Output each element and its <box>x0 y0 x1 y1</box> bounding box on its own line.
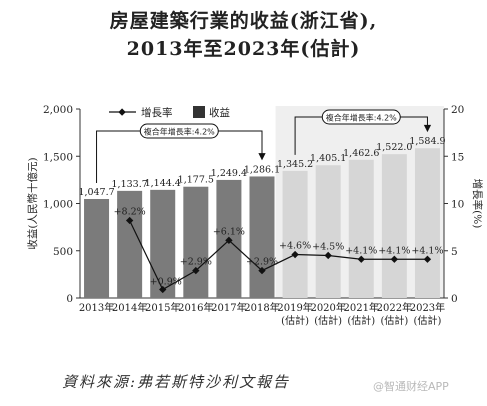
y-tick-label-right: 0 <box>451 293 458 305</box>
y-tick-label-right: 20 <box>451 104 464 116</box>
growth-rate-marker <box>324 251 332 260</box>
cagr-label-box <box>321 109 401 125</box>
x-tick-label: 2019年 <box>277 301 312 314</box>
source-note: 資料來源:弗若斯特沙利文報告 <box>62 373 291 391</box>
growth-rate-label: +4.6% <box>279 241 311 252</box>
chart-title-line2: 2013年至2023年(估計) <box>126 38 361 60</box>
watermark: @智通财经APP <box>373 380 449 393</box>
x-tick-label: (估計) <box>347 314 375 327</box>
legend-line-label: 增長率 <box>141 106 173 119</box>
bar-value-label: 1,177.5 <box>178 175 214 186</box>
x-tick-label: 2014年 <box>112 301 147 314</box>
growth-rate-marker <box>192 266 200 275</box>
bar <box>315 165 341 298</box>
growth-rate-label: +2.9% <box>180 257 212 268</box>
growth-rate-label: +0.9% <box>150 276 182 287</box>
cagr-arrowhead <box>423 124 432 133</box>
growth-rate-marker <box>390 255 399 263</box>
growth-rate-label: +6.1% <box>213 226 245 237</box>
bar-value-label: 1,047.7 <box>78 187 114 198</box>
chart-title-line1: 房屋建築行業的收益(浙江省), <box>109 10 378 32</box>
x-tick-label: 2021年 <box>344 301 379 314</box>
x-tick-label: 2023年 <box>410 301 445 314</box>
legend-bar-swatch <box>193 106 205 118</box>
cagr-arrowhead <box>258 153 266 161</box>
growth-rate-label: +2.9% <box>246 257 278 268</box>
y-tick-label-left: 1,500 <box>43 151 73 163</box>
bar <box>381 154 407 298</box>
growth-rate-label: +8.2% <box>114 207 146 218</box>
x-tick-label: (估計) <box>380 314 408 327</box>
bar-value-label: 1,462.6 <box>343 148 379 159</box>
bar-value-label: 1,249.4 <box>211 168 247 179</box>
y-tick-label-right: 5 <box>451 246 458 258</box>
growth-rate-label: +4.5% <box>312 241 344 252</box>
y-tick-label-left: 500 <box>53 246 73 258</box>
cagr-label-box <box>139 123 219 139</box>
x-tick-label: 2016年 <box>178 301 213 314</box>
bar <box>84 198 110 298</box>
x-tick-label: 2020年 <box>310 301 345 314</box>
growth-rate-marker <box>159 285 167 294</box>
y-tick-label-left: 0 <box>66 293 73 305</box>
x-tick-label: 2015年 <box>145 301 180 314</box>
bar-value-label: 1,144.4 <box>145 178 181 189</box>
growth-rate-line <box>129 220 428 291</box>
x-tick-label: (估計) <box>281 314 309 327</box>
bar-value-label: 1,522.0 <box>376 142 412 153</box>
legend-bar-label: 收益 <box>209 106 230 119</box>
bar-value-label: 1,345.2 <box>277 159 313 170</box>
bar-value-label: 1,133.7 <box>112 179 148 190</box>
y-axis-title-left: 收益(人民幣十億元) <box>26 157 39 249</box>
bar <box>117 190 143 298</box>
growth-rate-label: +4.1% <box>411 245 443 256</box>
y-tick-label-right: 15 <box>451 151 464 163</box>
growth-rate-marker <box>423 255 432 263</box>
x-tick-label: 2018年 <box>244 301 279 314</box>
x-tick-label: (估計) <box>314 314 342 327</box>
growth-rate-marker <box>225 236 233 245</box>
growth-rate-marker <box>258 266 266 275</box>
x-tick-label: (估計) <box>414 314 442 327</box>
bar-value-label: 1,405.1 <box>310 153 346 164</box>
bar <box>282 170 308 298</box>
growth-rate-marker <box>291 250 299 259</box>
bar <box>348 159 374 298</box>
cagr-label: 複合年增長率:4.2% <box>144 127 215 137</box>
legend-line-marker <box>118 108 126 116</box>
bar <box>150 189 176 298</box>
growth-rate-label: +4.1% <box>345 245 377 256</box>
growth-rate-label: +4.1% <box>378 245 410 256</box>
y-tick-label-left: 2,000 <box>43 104 73 116</box>
bar <box>183 186 209 298</box>
x-tick-label: 2017年 <box>211 301 246 314</box>
y-tick-label-right: 10 <box>451 199 464 211</box>
x-tick-label: 2022年 <box>377 301 412 314</box>
bar-value-label: 1,286.1 <box>244 164 280 175</box>
y-tick-label-left: 1,000 <box>43 199 73 211</box>
bar-value-label: 1,584.9 <box>409 136 445 147</box>
growth-rate-marker <box>357 255 365 263</box>
bar <box>414 148 440 298</box>
cagr-label: 複合年增長率:4.2% <box>326 113 397 123</box>
x-tick-label: 2013年 <box>79 301 114 314</box>
bar <box>249 176 275 298</box>
y-axis-title-right: 增長率(%) <box>471 179 484 229</box>
